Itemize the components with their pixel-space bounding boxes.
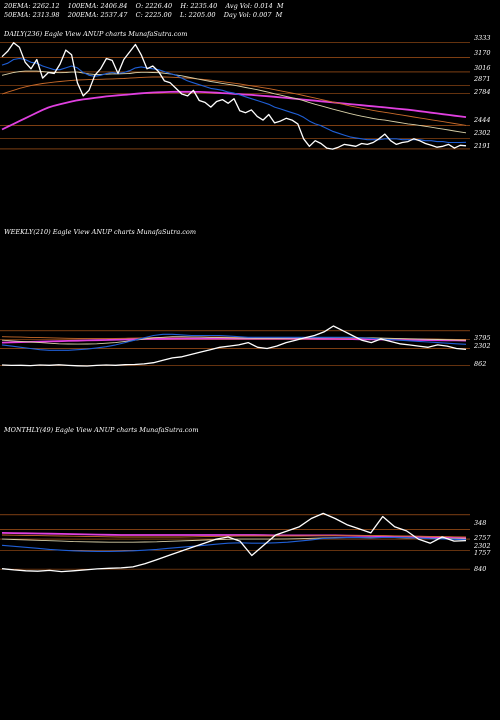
y-tick-label: 3016	[474, 64, 491, 72]
y-tick-label: 2191	[473, 142, 491, 150]
ema100-line	[1, 76, 467, 126]
y-tick-label: 3170	[474, 49, 491, 57]
y-tick-label: 1757	[474, 549, 491, 557]
ema100-line	[1, 534, 467, 538]
ema20-line	[1, 57, 467, 144]
y-tick-label: 2302	[473, 129, 491, 137]
header-line-2: 50EMA: 2313.98 200EMA: 2537.47 C: 2225.0…	[4, 11, 283, 19]
y-tick-label: 2757	[473, 534, 491, 542]
ema200-line	[1, 337, 467, 344]
y-tick-label: 2784	[473, 88, 491, 96]
ema50-line	[1, 537, 467, 543]
y-tick-label: 3795	[474, 334, 491, 342]
ema200-line	[1, 90, 467, 131]
y-tick-label: 840	[474, 565, 486, 573]
y-tick-label: 348	[474, 519, 486, 527]
y-tick-label: 2302	[473, 542, 491, 550]
ema50-line	[1, 70, 467, 134]
price-line	[1, 325, 467, 367]
y-tick-label: 862	[474, 360, 486, 368]
y-tick-label: 2444	[473, 116, 491, 124]
header-line-1: 20EMA: 2262.12 100EMA: 2406.84 O: 2226.4…	[4, 2, 284, 10]
monthly-panel-title: MONTHLY(49) Eagle View ANUP charts Munaf…	[4, 426, 199, 434]
y-tick-label: 2871	[473, 75, 491, 83]
price-line	[1, 512, 467, 573]
daily-panel: 3333 3170 3016 2871 2784 2444 2302 2191	[0, 34, 491, 150]
weekly-panel-title: WEEKLY(210) Eagle View ANUP charts Munaf…	[4, 228, 196, 236]
daily-panel-title: DAILY(236) Eagle View ANUP charts Munafa…	[4, 30, 188, 38]
y-tick-label: 2302	[473, 342, 491, 350]
price-line	[1, 42, 467, 150]
ema20-line	[1, 333, 467, 351]
y-tick-label: 3333	[474, 34, 491, 42]
ema200-line	[1, 532, 467, 539]
ema20-line	[1, 536, 467, 552]
ema50-line	[1, 336, 467, 345]
